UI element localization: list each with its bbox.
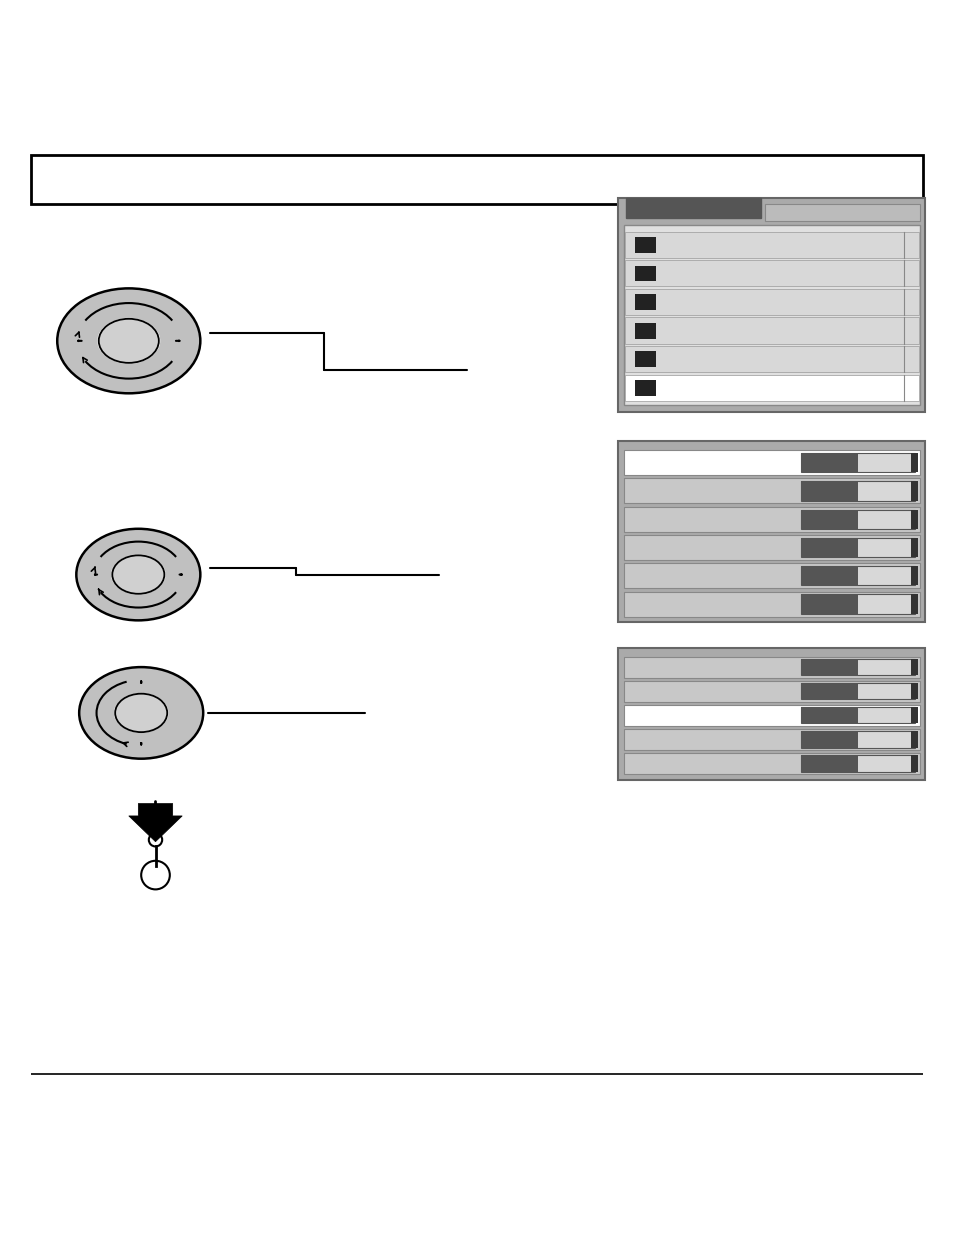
Bar [801, 659, 914, 676]
Bar [801, 708, 857, 724]
Bar [624, 231, 918, 258]
Bar [857, 731, 914, 747]
Polygon shape [152, 671, 203, 756]
Bar [623, 450, 919, 475]
Bar [801, 731, 857, 747]
Bar [857, 453, 914, 472]
Bar [624, 346, 918, 372]
Bar [801, 594, 857, 614]
Bar [857, 594, 914, 614]
Bar [623, 535, 919, 559]
Bar [801, 538, 857, 557]
Bar [635, 294, 656, 310]
Bar [801, 683, 914, 699]
Bar [801, 538, 914, 557]
Polygon shape [84, 667, 198, 705]
Bar [801, 756, 857, 772]
Bar [910, 683, 917, 699]
Polygon shape [62, 289, 195, 332]
Bar [801, 510, 914, 529]
Bar [623, 478, 919, 504]
Polygon shape [140, 291, 200, 389]
Bar [910, 453, 917, 472]
Polygon shape [62, 350, 195, 393]
Bar [801, 482, 914, 500]
Polygon shape [84, 720, 198, 758]
Polygon shape [81, 582, 195, 620]
Polygon shape [149, 532, 200, 618]
Bar [857, 566, 914, 585]
Bar [857, 538, 914, 557]
Bar [618, 198, 924, 412]
Polygon shape [76, 532, 128, 618]
Bar [618, 441, 924, 622]
Bar [635, 237, 656, 253]
Bar [624, 317, 918, 343]
Bar [801, 756, 914, 772]
Bar [623, 506, 919, 531]
Ellipse shape [99, 319, 158, 363]
Bar [910, 756, 917, 772]
Bar [910, 510, 917, 529]
Bar [624, 289, 918, 315]
Bar [910, 708, 917, 724]
Bar [623, 705, 919, 726]
Bar [910, 731, 917, 747]
Bar [910, 566, 917, 585]
Bar [623, 592, 919, 616]
Bar [857, 482, 914, 500]
Bar [801, 566, 857, 585]
Bar [857, 659, 914, 676]
Bar [910, 538, 917, 557]
Bar [801, 731, 914, 747]
Bar [623, 563, 919, 588]
Bar [635, 380, 656, 395]
Bar [801, 566, 914, 585]
Bar [624, 261, 918, 287]
Polygon shape [79, 671, 131, 756]
Bar [801, 659, 857, 676]
Polygon shape [129, 804, 182, 842]
Polygon shape [81, 529, 195, 567]
Bar [618, 648, 924, 779]
Bar [623, 680, 919, 701]
Bar [857, 708, 914, 724]
Bar [801, 510, 857, 529]
Bar [623, 657, 919, 678]
Ellipse shape [112, 556, 164, 594]
Bar [623, 729, 919, 750]
Bar [801, 482, 857, 500]
Bar [623, 753, 919, 774]
Bar [801, 594, 914, 614]
Ellipse shape [115, 694, 167, 732]
Bar [801, 453, 857, 472]
Bar [801, 453, 914, 472]
Bar [857, 683, 914, 699]
Bar [635, 266, 656, 282]
Bar [857, 756, 914, 772]
Bar [801, 683, 857, 699]
Bar [910, 482, 917, 500]
Bar [764, 205, 919, 221]
Bar [910, 659, 917, 676]
Bar [801, 708, 914, 724]
Bar [624, 374, 918, 401]
Bar [910, 594, 917, 614]
Bar [625, 198, 760, 217]
Bar [635, 352, 656, 367]
Polygon shape [57, 291, 117, 389]
Bar [623, 226, 919, 405]
Bar [635, 322, 656, 338]
Bar [31, 154, 923, 205]
Bar [857, 510, 914, 529]
